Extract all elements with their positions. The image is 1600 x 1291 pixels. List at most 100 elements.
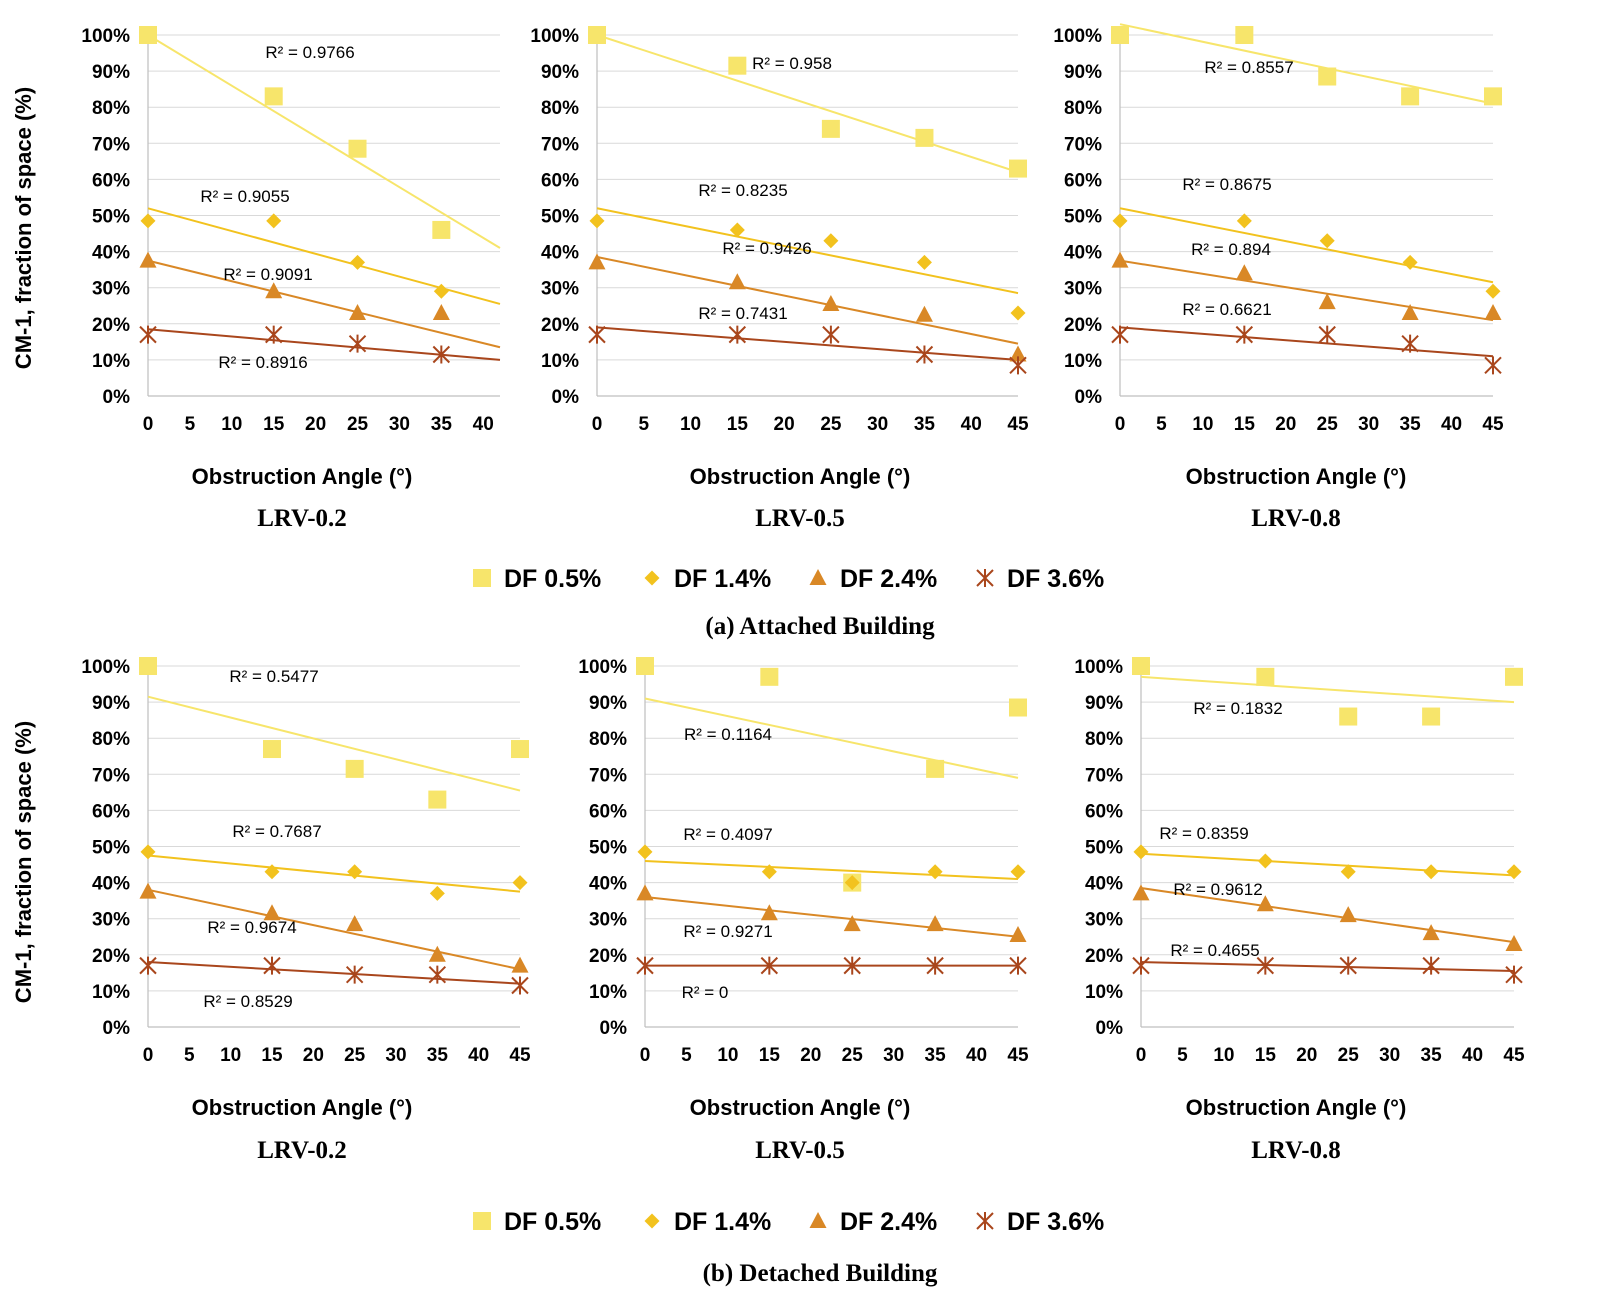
legend-label: DF 1.4%: [674, 1208, 771, 1236]
y-tick-label: 30%: [92, 910, 130, 931]
y-tick-label: 20%: [92, 946, 130, 967]
data-point: [823, 233, 839, 249]
y-tick-label: 80%: [541, 98, 579, 119]
trendline: [1140, 887, 1515, 944]
y-tick-label: 60%: [1064, 170, 1102, 191]
x-tick-label: 20: [1275, 414, 1296, 435]
y-tick-label: 80%: [92, 98, 130, 119]
x-tick-label: 15: [261, 1045, 283, 1066]
r-squared-label: R² = 0.1164: [684, 725, 772, 744]
data-point: [1319, 233, 1335, 249]
x-tick-label: 25: [347, 414, 369, 435]
data-point: [637, 844, 653, 860]
r-squared-label: R² = 0.9766: [265, 43, 354, 62]
data-point: [636, 657, 654, 675]
trendline: [1140, 961, 1515, 973]
y-tick-label: 100%: [81, 26, 130, 47]
x-tick-label: 0: [640, 1045, 651, 1066]
data-point: [1235, 26, 1254, 44]
data-point: [1009, 356, 1027, 375]
x-tick-label: 35: [1421, 1045, 1443, 1066]
x-tick-label: 45: [509, 1045, 531, 1066]
data-point: [1132, 657, 1150, 675]
x-tick-label: 0: [143, 1045, 154, 1066]
data-point: [512, 875, 528, 891]
data-point: [1339, 707, 1358, 726]
data-point: [265, 282, 283, 299]
legend-marker: [644, 570, 660, 586]
y-tick-label: 0%: [1075, 387, 1103, 408]
data-point: [263, 956, 281, 975]
x-tick-label: 10: [1213, 1045, 1234, 1066]
r-squared-label: R² = 0.9055: [200, 187, 289, 206]
data-point: [1256, 667, 1275, 686]
x-tick-label: 25: [842, 1045, 864, 1066]
y-tick-label: 10%: [92, 351, 130, 372]
chart-panel: 0% 10% 20% 30% 40% 50% 60% 70% 80% 90% 100% 0 5 10 15 2…: [530, 26, 1029, 532]
r-squared-label: R² = 0.1832: [1193, 699, 1282, 718]
x-tick-label: 5: [638, 414, 649, 435]
y-tick-label: 20%: [589, 946, 627, 967]
y-tick-label: 100%: [578, 657, 627, 678]
data-point: [1339, 906, 1357, 923]
data-point: [822, 294, 840, 311]
data-point: [915, 305, 933, 322]
r-squared-label: R² = 0.7431: [698, 304, 787, 323]
trendline: [147, 888, 521, 971]
panel-title: LRV-0.5: [755, 505, 845, 532]
x-tick-label: 40: [966, 1045, 987, 1066]
data-point: [432, 303, 450, 320]
r-squared-label: R² = 0.9091: [223, 265, 312, 284]
x-tick-label: 30: [389, 414, 410, 435]
legend-bottom: DF 0.5% DF 1.4% DF 2.4% DF 3.6%: [473, 1208, 1104, 1236]
x-tick-label: 5: [1177, 1045, 1188, 1066]
data-point: [1112, 213, 1128, 229]
r-squared-label: R² = 0.9426: [722, 239, 811, 258]
trendline: [147, 34, 501, 249]
x-tick-label: 30: [385, 1045, 406, 1066]
data-point: [264, 87, 283, 106]
y-tick-label: 10%: [92, 982, 130, 1003]
panel-title: LRV-0.8: [1251, 1137, 1341, 1164]
x-tick-label: 10: [717, 1045, 738, 1066]
y-tick-label: 0%: [552, 387, 580, 408]
x-tick-label: 15: [727, 414, 749, 435]
y-tick-label: 80%: [92, 729, 130, 750]
x-tick-label: 40: [1462, 1045, 1483, 1066]
y-tick-label: 40%: [589, 874, 627, 895]
y-tick-label: 40%: [1085, 874, 1123, 895]
data-point: [916, 254, 932, 270]
data-point: [139, 325, 157, 344]
data-point: [1236, 213, 1252, 229]
x-tick-label: 45: [1007, 414, 1029, 435]
x-axis-title: Obstruction Angle (°): [1186, 1095, 1407, 1120]
legend-marker: [809, 569, 827, 585]
data-point: [915, 128, 934, 147]
chart-panel: 0% 10% 20% 30% 40% 50% 60% 70% 80% 90% 100% 0 5 10 15 2…: [81, 657, 531, 1164]
y-tick-label: 90%: [541, 62, 579, 83]
trendline: [644, 697, 1019, 779]
data-point: [1009, 925, 1027, 942]
data-point: [1235, 325, 1254, 344]
data-point: [1340, 864, 1356, 880]
y-tick-label: 30%: [1064, 279, 1102, 300]
legend-label: DF 3.6%: [1007, 1208, 1104, 1236]
x-tick-label: 20: [1296, 1045, 1317, 1066]
y-tick-label: 70%: [589, 765, 627, 786]
x-tick-label: 40: [961, 414, 982, 435]
data-point: [349, 303, 367, 320]
legend-label: DF 3.6%: [1007, 565, 1104, 593]
data-point: [511, 956, 529, 973]
data-point: [1484, 356, 1502, 375]
x-tick-label: 5: [1156, 414, 1167, 435]
data-point: [636, 884, 654, 901]
chart-panel: 0% 10% 20% 30% 40% 50% 60% 70% 80% 90% 100% 0 5 10 15 2…: [578, 657, 1029, 1164]
y-tick-label: 40%: [92, 874, 130, 895]
data-point: [348, 139, 367, 158]
data-point: [728, 325, 747, 344]
y-tick-label: 100%: [81, 657, 130, 678]
panel-title: LRV-0.5: [755, 1137, 845, 1164]
y-tick-label: 80%: [1064, 98, 1102, 119]
legend-marker: [644, 1213, 660, 1229]
